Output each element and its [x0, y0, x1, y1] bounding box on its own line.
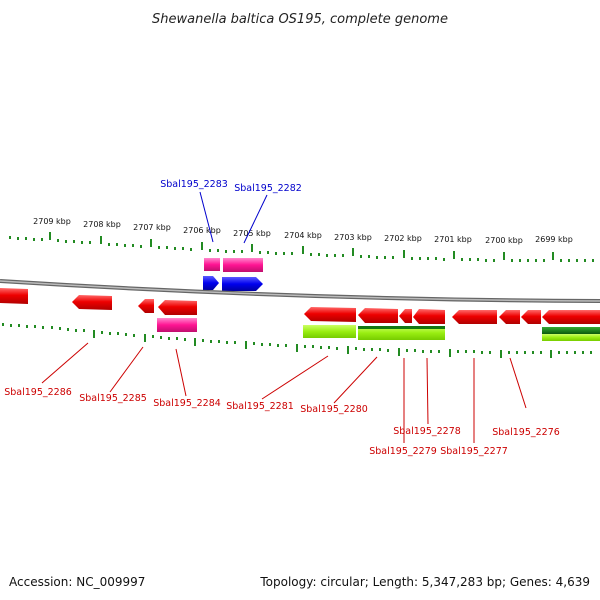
- top-gene-labels: Sbal195_2283 Sbal195_2282: [160, 179, 302, 244]
- tick-label: 2702 kbp: [384, 234, 422, 243]
- gene-label-2284[interactable]: Sbal195_2284: [153, 398, 221, 409]
- bottom-scale: [2, 323, 592, 358]
- feature-2281-lime-bar[interactable]: [303, 325, 356, 338]
- map-title: Shewanella baltica OS195, complete genom…: [152, 12, 448, 27]
- tick-label: 2708 kbp: [83, 220, 121, 229]
- gene-2284a-arrow[interactable]: [138, 299, 154, 313]
- gene-label-2278[interactable]: Sbal195_2278: [393, 426, 461, 437]
- tick-label: 2709 kbp: [33, 217, 71, 226]
- gene-label-2276[interactable]: Sbal195_2276: [492, 427, 560, 438]
- reverse-genes: [0, 288, 600, 324]
- gene-2284-pink-bar[interactable]: [157, 318, 197, 332]
- gene-2275-arrow[interactable]: [542, 310, 600, 324]
- gene-2282-arrow[interactable]: [222, 277, 263, 291]
- tick-label: 2705 kbp: [233, 229, 271, 238]
- gene-2283-pink-bar[interactable]: [204, 258, 220, 271]
- gene-label-2286[interactable]: Sbal195_2286: [4, 387, 72, 398]
- gene-2285-arrow[interactable]: [72, 295, 112, 310]
- genome-summary-text: Topology: circular; Length: 5,347,283 bp…: [259, 575, 590, 589]
- gene-2276b-arrow[interactable]: [521, 310, 541, 324]
- tick-label: 2701 kbp: [434, 235, 472, 244]
- gene-label-2281[interactable]: Sbal195_2281: [226, 401, 294, 412]
- gene-label-2277[interactable]: Sbal195_2277: [440, 446, 508, 457]
- gene-2283-arrow[interactable]: [203, 276, 219, 290]
- tick-label: 2700 kbp: [485, 236, 523, 245]
- gene-2280-arrow[interactable]: [358, 308, 398, 323]
- gene-2284b-arrow[interactable]: [158, 300, 197, 315]
- gene-label-2285[interactable]: Sbal195_2285: [79, 393, 147, 404]
- gene-2276a-arrow[interactable]: [499, 310, 520, 324]
- tick-label: 2703 kbp: [334, 233, 372, 242]
- gene-2278-arrow[interactable]: [413, 309, 445, 324]
- gene-2279-arrow[interactable]: [399, 309, 412, 323]
- feature-2275-lime-bar[interactable]: [542, 334, 600, 341]
- rna-features: [303, 325, 600, 341]
- forward-genes: [203, 258, 263, 291]
- gene-label-2283[interactable]: Sbal195_2283: [160, 179, 228, 190]
- gene-2281-arrow[interactable]: [304, 307, 356, 322]
- tick-label: 2706 kbp: [183, 226, 221, 235]
- bottom-gene-label-text: Sbal195_2286 Sbal195_2285 Sbal195_2284 S…: [4, 387, 560, 457]
- top-scale: [9, 232, 594, 262]
- gene-2277-arrow[interactable]: [452, 310, 497, 324]
- tick-label: 2707 kbp: [133, 223, 171, 232]
- gene-2286-arrow[interactable]: [0, 288, 28, 304]
- accession-text: Accession: NC_009997: [9, 575, 145, 589]
- kbp-tick-labels: 2709 kbp 2708 kbp 2707 kbp 2706 kbp 2705…: [33, 217, 573, 245]
- feature-2275-dark-bar[interactable]: [542, 327, 600, 334]
- bottom-gene-labels: [41, 342, 527, 443]
- tick-label: 2704 kbp: [284, 231, 322, 240]
- gene-label-2279[interactable]: Sbal195_2279: [369, 446, 437, 457]
- gene-2282-pink-bar[interactable]: [223, 258, 263, 272]
- feature-2280-lime-bar[interactable]: [358, 326, 445, 340]
- gene-label-2280[interactable]: Sbal195_2280: [300, 404, 368, 415]
- tick-label: 2699 kbp: [535, 235, 573, 244]
- gene-label-2282[interactable]: Sbal195_2282: [234, 183, 302, 194]
